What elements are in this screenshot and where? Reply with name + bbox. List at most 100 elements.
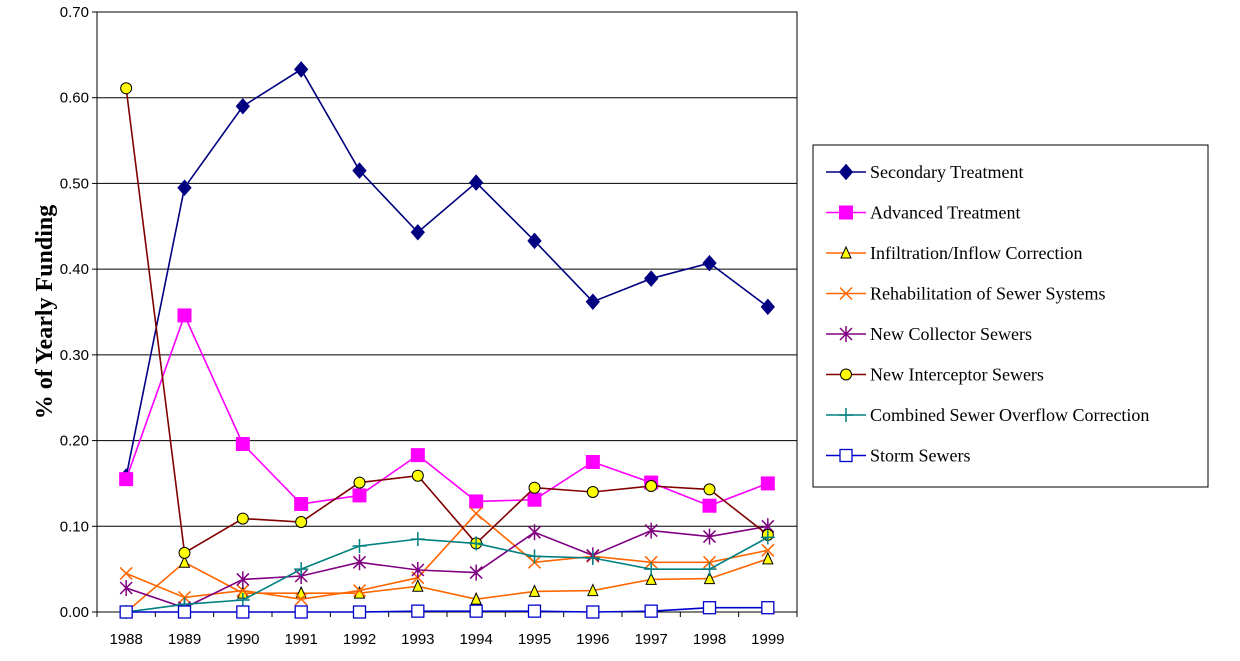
data-point [839,205,853,220]
data-point [470,591,482,605]
y-tick-label: 0.70 [60,4,89,21]
y-tick-label: 0.20 [60,433,89,450]
legend-label: Storm Sewers [870,446,971,466]
x-tick-label: 1989 [168,631,201,648]
data-point [527,492,542,507]
y-tick-label: 0.40 [60,261,89,278]
data-point [839,326,853,342]
data-point [760,298,775,316]
data-point [235,98,250,115]
series-line [125,525,768,609]
legend-label: New Interceptor Sewers [870,365,1044,385]
data-point [702,254,717,272]
data-point [352,584,367,598]
data-point [294,592,308,606]
data-point [119,605,133,619]
data-point [702,528,717,545]
data-point [469,604,483,618]
y-axis-ticks: 0.00 0.10 0.20 0.30 0.40 0.50 0.60 0.70 [60,4,97,621]
data-point [352,162,367,179]
legend: Secondary Treatment Advanced Treatment Inf… [812,144,1209,488]
series-line [125,68,769,477]
y-tick-label: 0.30 [60,347,89,364]
x-tick-label: 1999 [751,631,784,648]
data-point [527,524,542,541]
data-point [586,486,599,498]
legend-label: Infiltration/Inflow Correction [870,243,1082,263]
data-point [703,483,716,496]
series-combined-sewer-overflow-correction [119,530,775,619]
plot-area [96,11,798,613]
data-point [585,293,600,310]
legend-label: Advanced Treatment [870,203,1020,223]
data-point [527,232,542,250]
data-point [644,522,658,539]
data-point [586,605,600,619]
data-point [839,448,853,463]
series-new-interceptor-sewers [120,82,774,559]
x-tick-label: 1993 [401,631,434,648]
x-tick-label: 1995 [518,631,551,648]
y-tick-label: 0.10 [60,518,89,535]
data-point [120,82,133,95]
data-point [235,437,250,451]
data-point [352,539,367,553]
data-point [119,472,134,487]
series-line [125,558,769,613]
data-point [353,476,366,489]
data-point [761,543,775,557]
y-axis-label: % of Yearly Funding [32,205,58,419]
data-point [177,179,192,196]
legend-entry: Advanced Treatment [826,203,1020,223]
data-point [177,308,192,323]
data-point [178,555,191,568]
x-tick-label: 1992 [343,631,376,648]
data-point [839,286,853,301]
data-point [645,572,657,585]
x-tick-label: 1988 [109,631,142,648]
legend-label: Combined Sewer Overflow Correction [870,405,1149,425]
data-point [236,571,250,588]
legend-entry: Storm Sewers [826,446,971,466]
series-line [126,606,768,613]
series-storm-sewers [119,601,775,619]
data-point [177,605,192,619]
data-point [702,498,717,513]
legend-label: Rehabilitation of Sewer Systems [870,284,1105,304]
series-line [125,313,769,507]
data-point [528,584,541,597]
legend-entry: New Collector Sewers [826,324,1032,344]
legend-label: New Collector Sewers [870,324,1032,344]
data-point [352,488,367,503]
data-point [119,566,133,580]
data-point [587,583,599,597]
data-point [411,604,425,618]
data-point [644,562,659,577]
data-point [838,163,854,181]
legend-entry: New Interceptor Sewers [826,365,1044,385]
legend-label: Secondary Treatment [870,162,1023,182]
data-point [294,562,309,577]
data-point [527,549,542,564]
series-line [125,88,769,555]
data-point [469,536,484,551]
data-point [294,497,309,511]
data-point [410,448,425,463]
data-point [761,601,775,615]
data-point [527,604,542,618]
y-tick-label: 0.00 [60,604,89,621]
data-point [352,554,367,571]
legend-box [812,144,1209,488]
data-point [294,61,309,78]
data-point [294,605,308,619]
legend-entry: Infiltration/Inflow Correction [826,243,1082,263]
data-point [236,584,250,598]
data-point [760,476,775,491]
data-point [585,455,600,469]
series-rehabilitation-of-sewer-systems [119,506,775,606]
data-point [702,601,717,615]
data-point [839,408,853,422]
series-new-collector-sewers [119,518,775,616]
y-tick-label: 0.50 [60,175,89,192]
